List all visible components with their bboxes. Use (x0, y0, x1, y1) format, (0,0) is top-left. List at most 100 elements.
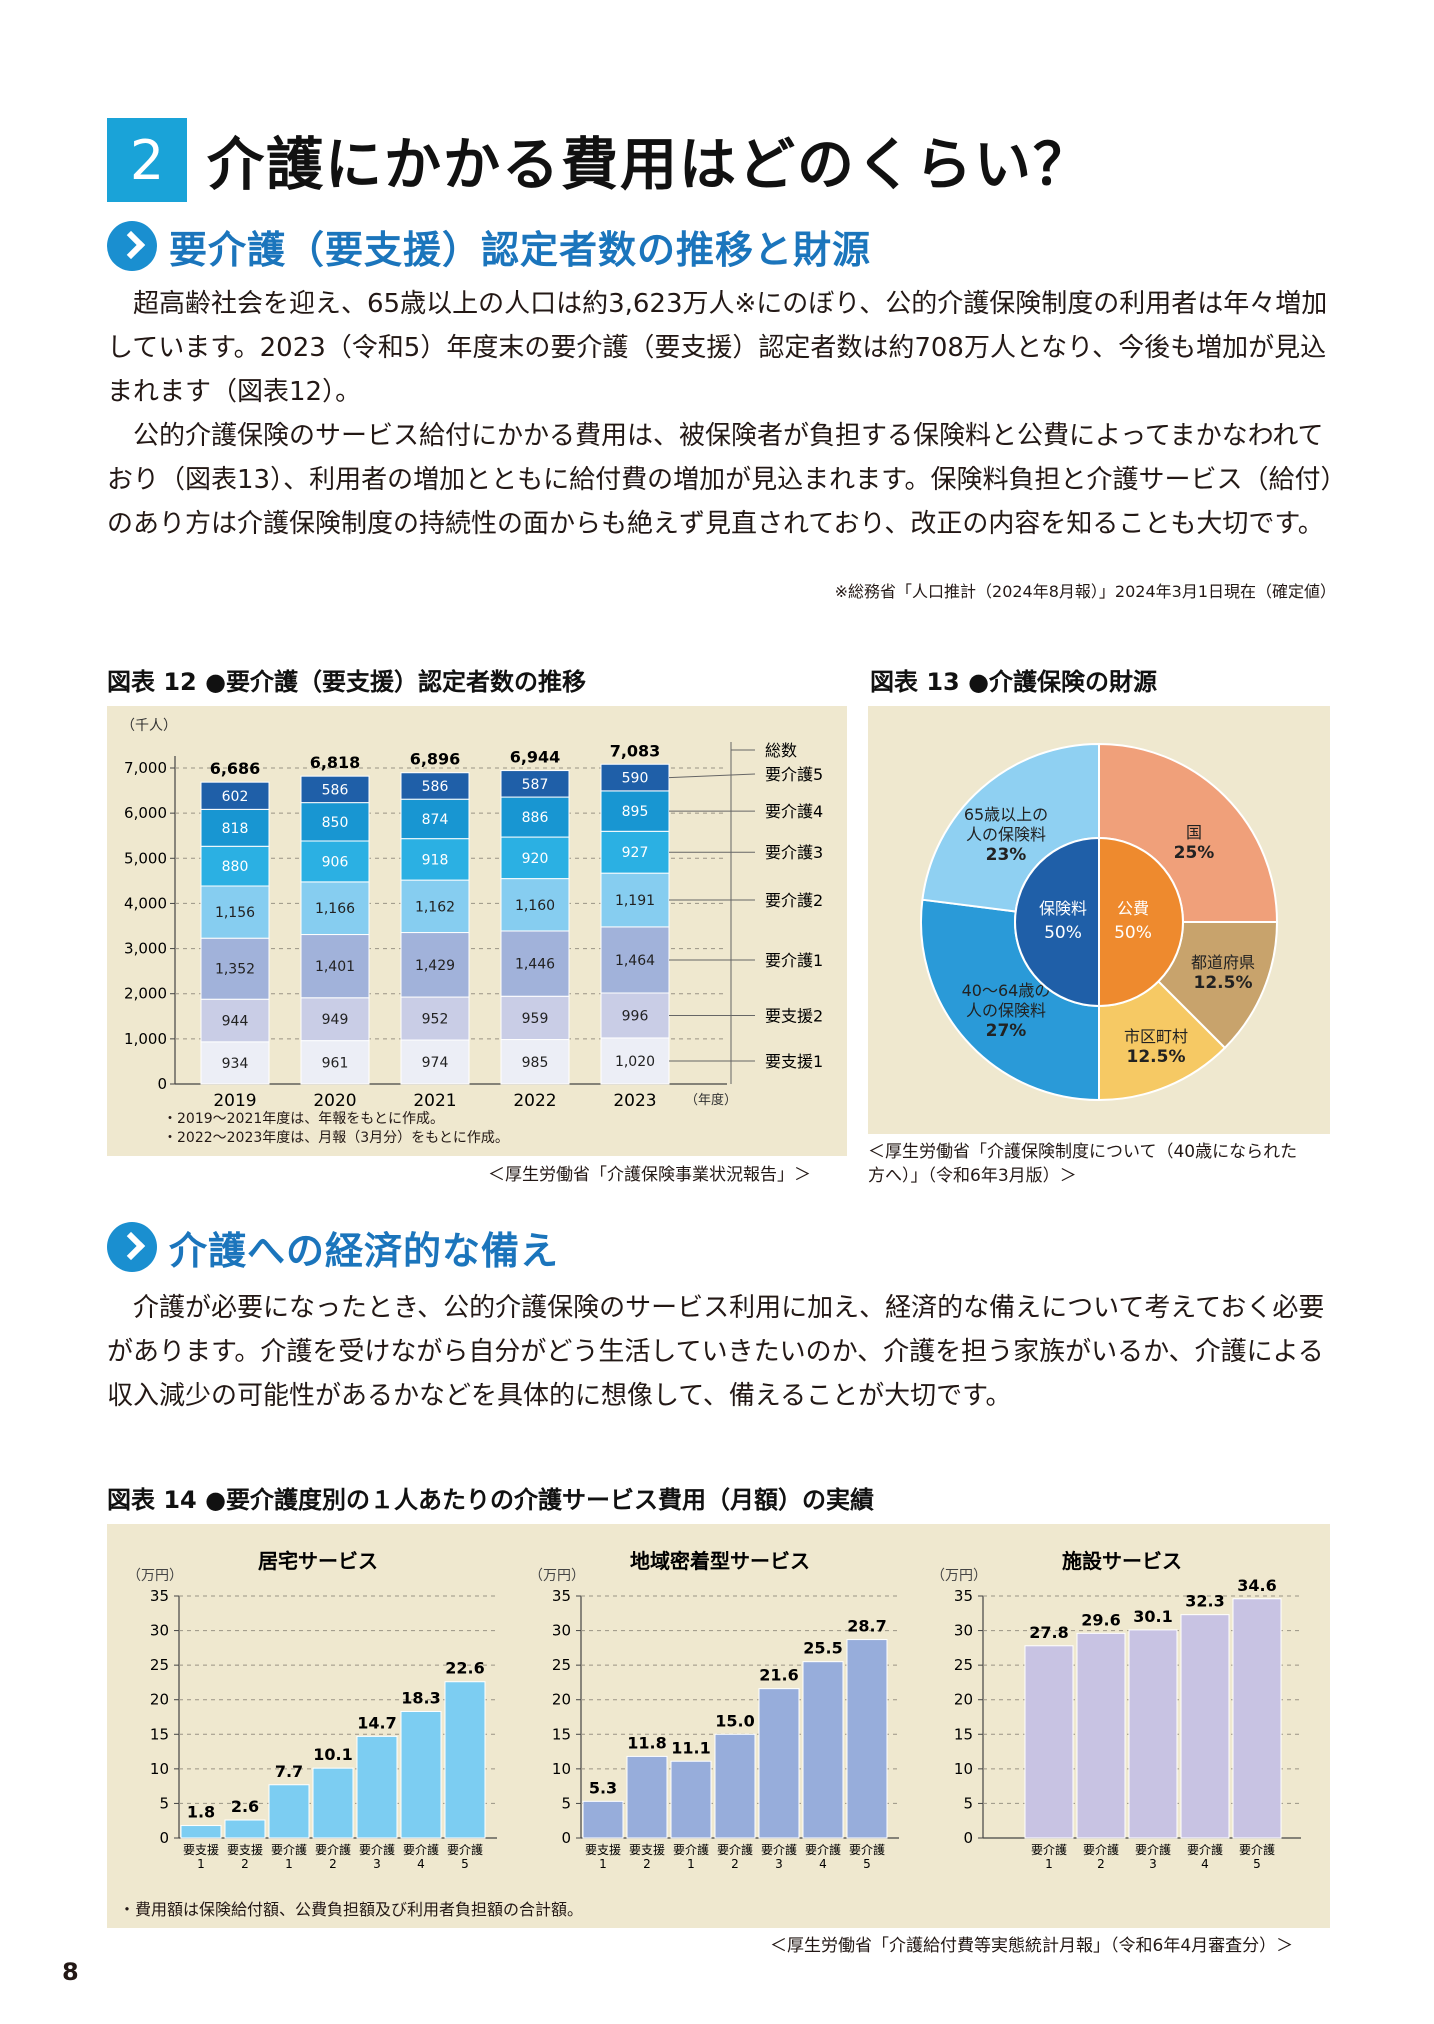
fig12-note-2: ・2022～2023年度は、月報（3月分）をもとに作成。 (163, 1130, 509, 1146)
fig14-bar (626, 1755, 668, 1839)
fig12-segment-label: 927 (622, 845, 649, 861)
fig14-x-tick-label: 1 (1045, 1857, 1053, 1871)
fig12-notes: ・2019～2021年度は、年報をもとに作成。 ・2022～2023年度は、月報… (163, 1110, 509, 1148)
fig14-x-tick-label: 要介護 (315, 1842, 351, 1857)
section-heading: 2 介護にかかる費用はどのくらい？ (107, 118, 1092, 202)
fig13-chart: 国25%都道府県12.5%市区町村12.5%40～64歳の人の保険料27%65歳… (920, 742, 1279, 1102)
fig14-bar (356, 1735, 398, 1839)
intro-text: 超高齢社会を迎え、65歳以上の人口は約3,623万人※にのぼり、公的介護保険制度… (107, 282, 1337, 546)
fig14-y-tick-label: 25 (954, 1656, 973, 1674)
fig12-x-tick-label: 2021 (413, 1091, 456, 1111)
fig14-x-tick-label: 要支援 (629, 1843, 665, 1857)
fig12-bar-segment (500, 878, 570, 932)
fig14-y-tick-label: 5 (561, 1794, 571, 1812)
fig14-x-tick-label: 2 (643, 1857, 651, 1871)
fig12-bar-segment (200, 885, 270, 939)
subheading-1: 要介護（要支援）認定者数の推移と財源 (107, 218, 871, 274)
fig12-segment-label: 952 (422, 1012, 449, 1028)
fig12-y-tick-label: 6,000 (124, 804, 167, 822)
fig14-bar (180, 1825, 222, 1839)
fig14-y-tick-label: 30 (150, 1622, 169, 1640)
fig14-x-tick-label: 4 (1201, 1857, 1209, 1871)
fig14-x-tick-label: 要介護 (447, 1842, 483, 1857)
fig14-charts: 居宅サービス（万円）051015202530351.8要支援12.6要支援27.… (127, 1549, 1301, 1871)
fig12-title: 図表 12 ●要介護（要支援）認定者数の推移 (107, 668, 587, 696)
fig14-bar (1180, 1614, 1230, 1839)
fig14-x-tick-label: 1 (285, 1857, 293, 1871)
fig13-outer-name: 人の保険料 (966, 825, 1046, 844)
fig14-x-tick-label: 要介護 (849, 1842, 885, 1857)
fig14-x-tick-label: 要介護 (805, 1842, 841, 1857)
fig12-panel: （千人） 0 1,000 2,000 3,000 4,000 5,000 6,000 7,000… (107, 706, 847, 1156)
fig14-bar (400, 1710, 442, 1839)
fig12-legend-item: 要介護3 (765, 843, 823, 862)
fig13-inner-value: 50% (1114, 923, 1152, 943)
fig12-bar-segment (400, 1039, 470, 1085)
fig12-unit-label: （千人） (121, 718, 177, 734)
fig14-y-tick-label: 20 (954, 1691, 973, 1709)
fig12-bar-segment (500, 995, 570, 1041)
fig14-x-tick-label: 5 (863, 1857, 871, 1871)
fig14-source: ＜厚生労働省「介護給付費等実態統計月報」（令和6年4月審査分）＞ (770, 1936, 1294, 1956)
fig14-x-tick-label: 2 (241, 1857, 249, 1871)
fig14-y-tick-label: 20 (150, 1691, 169, 1709)
fig12-y-tick-label: 1,000 (124, 1030, 167, 1048)
fig12-bar-segment (400, 932, 470, 998)
fig14-x-tick-label: 2 (329, 1857, 337, 1871)
fig12-bar-segment (600, 926, 670, 994)
fig12-segment-label: 1,020 (615, 1054, 655, 1070)
fig14-bar (714, 1733, 756, 1839)
fig12-y-tick-label: 0 (157, 1075, 167, 1093)
fig14-panel: 居宅サービス （万円） 0 5 10 15 20 25 30 35 1.8 要支援 1 2.6 要支援 2 7.… (107, 1524, 1330, 1928)
fig12-bar-segment (200, 781, 270, 810)
fig12-segment-label: 996 (622, 1008, 649, 1024)
fig14-x-tick-label: 4 (417, 1857, 425, 1871)
fig12-x-suffix: （年度） (685, 1092, 737, 1108)
fig12-bar-segment (200, 808, 270, 847)
chevron-right-icon (107, 221, 157, 271)
fig14-x-tick-label: 2 (1097, 1857, 1105, 1871)
fig12-segment-label: 886 (522, 810, 549, 826)
fig12-bar-segment (600, 830, 670, 874)
fig14-bar (670, 1760, 712, 1839)
fig13-inner-value: 50% (1044, 923, 1082, 943)
fig14-y-tick-label: 10 (954, 1760, 973, 1778)
fig12-segment-label: 1,166 (315, 901, 355, 917)
fig14-x-tick-label: 要介護 (717, 1842, 753, 1857)
fig14-bar-value: 10.1 (313, 1745, 352, 1764)
section-title: 介護にかかる費用はどのくらい？ (207, 132, 1092, 198)
fig12-segment-label: 850 (322, 815, 349, 831)
fig14-bar-value: 29.6 (1081, 1610, 1120, 1629)
fig14-x-tick-label: 3 (775, 1857, 783, 1871)
fig14-bar-value: 11.1 (671, 1738, 710, 1757)
fig14-bar (1076, 1632, 1126, 1839)
fig14-y-tick-label: 0 (963, 1829, 973, 1847)
fig13-outer-name: 都道府県 (1191, 953, 1255, 972)
fig12-bar-segment (300, 1040, 370, 1085)
fig14-x-tick-label: 5 (461, 1857, 469, 1871)
fig12-segment-label: 1,160 (515, 898, 555, 914)
fig12-chart: （千人） 0 1,000 2,000 3,000 4,000 5,000 6,000 7,000… (121, 718, 823, 1111)
page-number: 8 (62, 1958, 79, 1986)
fig13-source-line-1: ＜厚生労働省「介護保険制度について（40歳になられた (868, 1142, 1298, 1162)
subheading-1-title: 要介護（要支援）認定者数の推移と財源 (169, 227, 872, 272)
fig12-segment-label: 985 (522, 1055, 549, 1071)
fig14-unit-label: （万円） (931, 1568, 987, 1584)
chevron-right-icon (107, 1222, 157, 1272)
fig12-segment-label: 918 (422, 852, 449, 868)
fig12-legend-total: 総数 (765, 741, 797, 760)
fig14-y-tick-label: 25 (150, 1656, 169, 1674)
fig13-outer-value: 23% (986, 845, 1027, 865)
fig13-inner-name: 公費 (1117, 899, 1149, 918)
fig12-segment-label: 1,191 (615, 893, 655, 909)
fig12-segment-label: 1,156 (215, 905, 255, 921)
fig12-segment-label: 1,352 (215, 962, 255, 978)
fig12-bar-segment (300, 997, 370, 1042)
fig14-x-tick-label: 要介護 (1135, 1842, 1171, 1857)
fig14-y-tick-label: 30 (954, 1622, 973, 1640)
fig12-bar-segment (500, 1039, 570, 1085)
fig12-legend-item: 要介護1 (765, 951, 823, 970)
fig14-bar (846, 1639, 888, 1839)
fig14-y-tick-label: 35 (150, 1587, 169, 1605)
fig12-y-tick-label: 5,000 (124, 849, 167, 867)
